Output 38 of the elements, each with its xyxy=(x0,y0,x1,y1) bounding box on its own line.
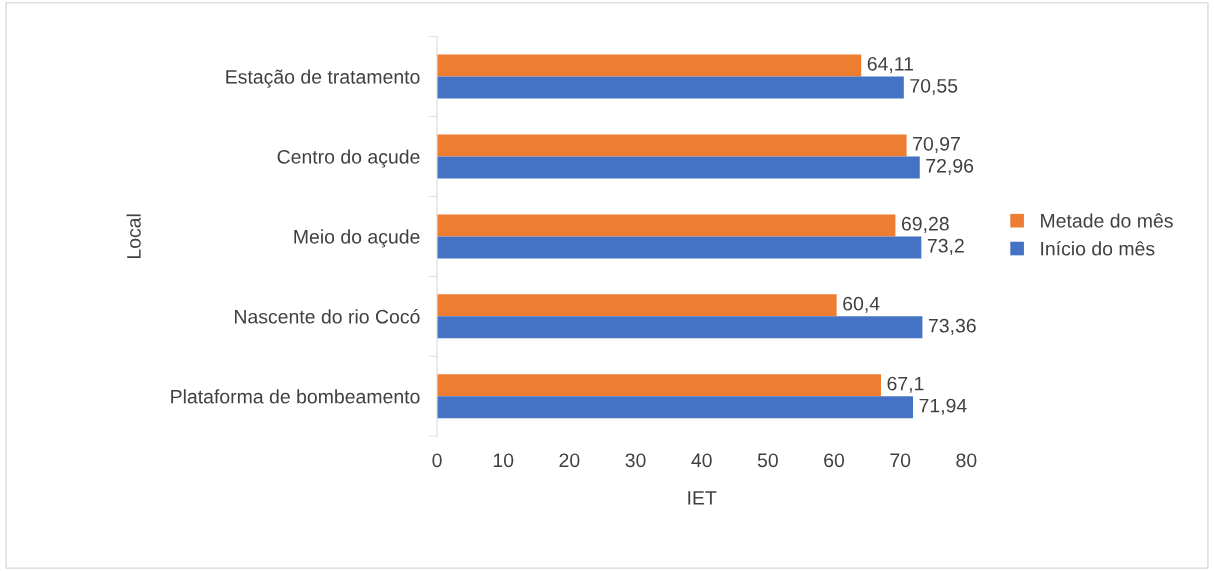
y-tick-label: Estação de tratamento xyxy=(226,69,420,88)
data-label: 69,28 xyxy=(901,216,949,233)
data-label: 70,55 xyxy=(910,78,958,96)
x-tick-label: 30 xyxy=(625,453,646,468)
y-tick-label: Nascente do rio Cocó xyxy=(235,309,420,324)
y-tick-label: Centro do açude xyxy=(277,149,420,168)
bar xyxy=(437,214,896,237)
data-label: 67,1 xyxy=(887,376,924,393)
data-label: 70,97 xyxy=(913,136,960,153)
x-tick-label: 40 xyxy=(691,453,712,468)
bar xyxy=(437,294,837,317)
x-tick-label: 10 xyxy=(493,453,514,468)
x-tick-label: 70 xyxy=(890,453,911,468)
bar xyxy=(437,236,922,259)
x-tick-label: 80 xyxy=(956,453,977,468)
bar xyxy=(437,374,881,397)
data-label: 71,94 xyxy=(919,398,967,415)
bar xyxy=(437,76,904,99)
bar xyxy=(437,396,914,419)
legend-label: Metade do mês xyxy=(1041,213,1173,228)
x-tick-label: 60 xyxy=(824,453,845,468)
y-axis-title: Local xyxy=(126,214,141,259)
x-tick-label: 50 xyxy=(757,453,778,468)
data-label: 73,36 xyxy=(928,318,976,335)
y-tick-label: Plataforma de bombeamento xyxy=(171,389,420,404)
data-label: 73,2 xyxy=(927,238,964,255)
bar xyxy=(437,54,862,77)
bar xyxy=(437,134,907,157)
data-label: 64,11 xyxy=(867,56,914,74)
y-tick-label: Meio do açude xyxy=(294,229,420,248)
x-axis-title: IET xyxy=(688,491,717,505)
data-label: 60,4 xyxy=(843,296,880,313)
data-label: 72,96 xyxy=(926,158,974,175)
legend-label: Início do mês xyxy=(1041,241,1155,256)
x-tick-label: 0 xyxy=(432,453,442,468)
x-tick-label: 20 xyxy=(559,453,580,468)
bar xyxy=(437,316,923,339)
bar xyxy=(437,156,920,179)
